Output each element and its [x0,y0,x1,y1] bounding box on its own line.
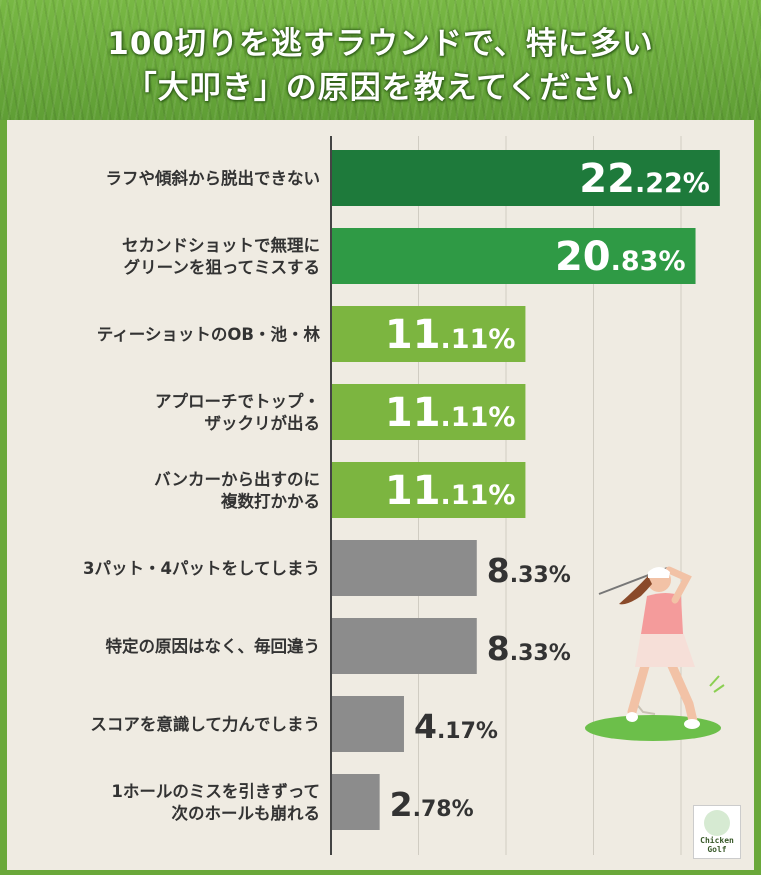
grass-patch [585,715,721,741]
category-label: 1ホールのミスを引きずって [111,782,320,801]
title-banner: 100切りを逃すラウンドで、特に多い 「大叩き」の原因を教えてください [0,0,761,120]
golfer-shirt [641,593,683,634]
bar [331,150,720,206]
golfer-skirt [635,632,695,667]
golfer-hair [619,576,652,605]
golfer-leg-left [627,654,652,717]
category-label: 次のホールも崩れる [172,803,321,823]
swing-motion-lines [709,675,725,693]
value-label: 4.17% [414,707,498,746]
value-labels: 22.22% 20.83% 11.11% 11.11% 11.11% 8.33% 8.33%… [385,156,710,824]
value-label: 2.78% [390,785,474,824]
golfer-leg-right [664,654,698,726]
value-label: 11.11% [385,390,516,436]
bar [331,774,380,830]
value-label: 20.83% [555,234,686,280]
category-label: 複数打かかる [220,491,320,511]
logo-mark [704,810,730,836]
category-labels: ラフや傾斜から脱出できないセカンドショットで無理にグリーンを狙ってミスするティー… [83,168,320,823]
value-label: 22.22% [579,156,710,202]
bar [331,462,526,518]
golfer-illustration [585,566,725,741]
bars [331,150,720,830]
bar [331,384,526,440]
category-label: セカンドショットで無理に [122,235,320,255]
value-label: 8.33% [487,629,571,668]
category-label: ザックリが出る [205,413,321,433]
chart-panel: ラフや傾斜から脱出できないセカンドショットで無理に グリーンを狙ってミスするティー… [7,120,754,870]
category-label: ラフや傾斜から脱出できない [106,168,321,188]
golfer-shoe-right [684,719,700,729]
category-label: バンカーから出すのに [154,469,320,489]
golfer-visor [648,567,670,578]
bar-chart: ラフや傾斜から脱出できないセカンドショットで無理にグリーンを狙ってミスするティー… [83,136,725,855]
title-line-1: 100切りを逃すラウンドで、特に多い [107,26,654,62]
category-label: スコアを意識して力んでしまう [90,714,320,734]
bar [331,306,526,362]
bar [331,696,404,752]
logo-text-2: Golf [707,845,727,854]
category-label: ティーショットのOB・池・林 [97,324,321,344]
bar [331,228,696,284]
golfer-shoe-left [626,712,638,722]
chicken-golf-logo: Chicken Golf [693,805,741,859]
title-line-2: 「大叩き」の原因を教えてください [125,70,636,106]
bar [331,618,477,674]
value-label: 11.11% [385,312,516,358]
value-label: 8.33% [487,551,571,590]
golfer-arms [665,566,692,604]
category-label: 3パット・4パットをしてしまう [83,559,320,578]
value-label: 11.11% [385,468,516,514]
category-label: アプローチでトップ・ [155,391,320,411]
bar [331,540,477,596]
category-label: 特定の原因はなく、毎回違う [106,636,321,656]
category-label: グリーンを狙ってミスする [124,257,320,277]
logo-text-1: Chicken [700,836,734,845]
